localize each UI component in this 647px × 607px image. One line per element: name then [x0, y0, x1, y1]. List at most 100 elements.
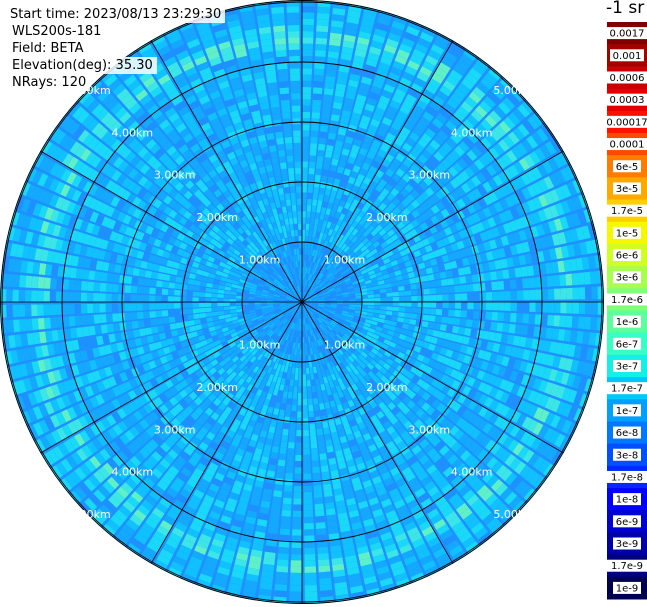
- ray-gate: [454, 293, 462, 301]
- ray-gate: [394, 532, 408, 543]
- ray-gate: [314, 250, 319, 257]
- ray-gate: [483, 384, 493, 396]
- ray-gate: [526, 199, 537, 212]
- ray-gate: [336, 305, 344, 309]
- ray-gate: [296, 417, 302, 424]
- ray-gate: [74, 304, 82, 314]
- ray-gate: [319, 213, 325, 220]
- ray-gate: [335, 172, 343, 180]
- ray-gate: [304, 242, 308, 249]
- ray-gate: [360, 399, 369, 408]
- ray-gate: [417, 308, 424, 314]
- ray-gate: [281, 434, 288, 442]
- ray-gate: [546, 354, 555, 367]
- ray-gate: [118, 274, 127, 284]
- ray-gate: [323, 240, 329, 248]
- ray-gate: [305, 302, 313, 305]
- ray-gate: [460, 293, 468, 301]
- ray-gate: [522, 119, 535, 134]
- ray-gate: [491, 227, 501, 238]
- ray-gate: [431, 399, 441, 409]
- ray-gate: [288, 441, 295, 449]
- ray-gate: [309, 323, 313, 330]
- ray-gate: [393, 378, 402, 387]
- ray-gate: [357, 421, 366, 430]
- ray-gate: [366, 97, 378, 107]
- ray-gate: [282, 428, 289, 436]
- ray-gate: [364, 103, 376, 113]
- ray-gate: [329, 400, 336, 408]
- ray-gate: [554, 433, 566, 448]
- ray-gate: [302, 386, 307, 393]
- ray-gate: [353, 268, 361, 275]
- ray-gate: [343, 245, 350, 253]
- ray-gate: [404, 290, 412, 296]
- ray-gate: [383, 245, 391, 253]
- ray-gate: [514, 480, 528, 494]
- ray-gate: [430, 436, 441, 447]
- ray-gate: [335, 274, 342, 280]
- ray-gate: [324, 303, 331, 305]
- ray-gate: [436, 338, 444, 347]
- ray-gate: [307, 310, 312, 316]
- ray-gate: [296, 349, 300, 356]
- ray-gate: [379, 143, 390, 153]
- ray-gate: [505, 472, 518, 486]
- ray-gate: [559, 216, 570, 230]
- ray-gate: [482, 470, 495, 484]
- ray-gate: [499, 418, 510, 431]
- ray-gate: [344, 97, 355, 106]
- ray-gate: [331, 251, 337, 259]
- ray-gate: [555, 186, 566, 201]
- ray-gate: [570, 330, 578, 343]
- ray-gate: [303, 292, 307, 299]
- ray-gate: [338, 429, 346, 438]
- ray-gate: [302, 186, 307, 193]
- ray-gate: [367, 370, 376, 379]
- ray-gate: [474, 358, 483, 369]
- ray-gate: [143, 278, 151, 287]
- ray-gate: [445, 154, 456, 165]
- ray-gate: [448, 493, 461, 505]
- ray-gate: [186, 290, 193, 297]
- ray-gate: [156, 280, 163, 288]
- ray-gate: [426, 385, 436, 395]
- ray-gate: [310, 441, 318, 449]
- ray-gate: [473, 302, 480, 310]
- ray-gate: [317, 390, 323, 398]
- ray-gate: [307, 267, 311, 275]
- ray-gate: [369, 324, 377, 330]
- ray-gate: [410, 243, 419, 252]
- ray-gate: [365, 319, 372, 324]
- ray-gate: [445, 182, 455, 193]
- ray-gate: [358, 30, 372, 40]
- ray-gate: [426, 464, 438, 475]
- ray-gate: [504, 302, 511, 311]
- ray-gate: [311, 447, 318, 455]
- ray-gate: [416, 378, 426, 388]
- ray-gate: [348, 355, 355, 363]
- ray-gate: [394, 88, 407, 99]
- ray-gate: [311, 205, 317, 213]
- ray-gate: [313, 485, 322, 492]
- ray-gate: [328, 532, 340, 541]
- ray-gate: [327, 526, 339, 535]
- ray-gate: [499, 379, 509, 391]
- ray-gate: [478, 394, 489, 405]
- ray-gate: [511, 88, 525, 103]
- ray-gate: [319, 583, 333, 592]
- ray-gate: [348, 363, 356, 371]
- ray-gate: [341, 174, 349, 182]
- ray-gate: [322, 100, 332, 108]
- ray-gate: [325, 69, 337, 77]
- ray-gate: [439, 271, 447, 279]
- ray-gate: [369, 541, 382, 552]
- ray-gate: [298, 374, 302, 381]
- ray-gate: [567, 389, 578, 404]
- ray-gate: [312, 93, 322, 101]
- ray-gate: [332, 7, 346, 16]
- ray-gate: [403, 121, 415, 131]
- ray-gate: [302, 305, 305, 312]
- ray-gate: [311, 236, 316, 244]
